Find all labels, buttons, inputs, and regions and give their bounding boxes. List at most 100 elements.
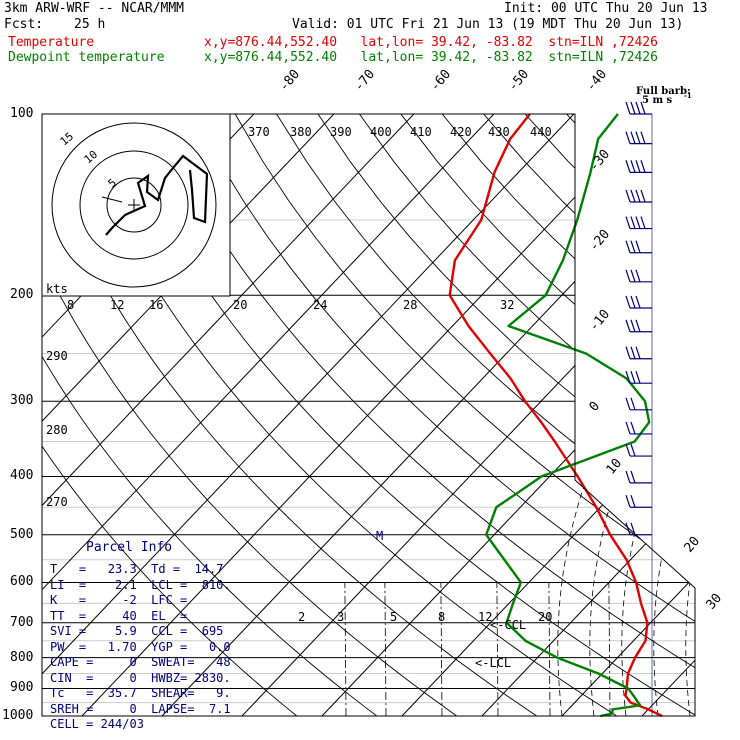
- isotherm-label: -40: [584, 67, 611, 95]
- dry-adiabat-line: [400, 114, 695, 716]
- wind-barb-flag: [630, 470, 636, 484]
- wind-barb-flag: [625, 295, 631, 309]
- wind-barb-flag: [625, 189, 631, 203]
- wind-barb-flag: [635, 160, 641, 173]
- wind-barb-flag: [635, 189, 641, 203]
- theta-label: 280: [46, 423, 68, 437]
- dry-adiabat-line: [42, 114, 378, 716]
- parcel-info-row: SVI = 5.9 CCL = 695: [50, 624, 224, 638]
- pressure-tick-label: 100: [10, 106, 34, 121]
- wind-barb-flag: [625, 216, 631, 229]
- theta-label: 440: [530, 125, 552, 139]
- theta-label: 270: [46, 495, 68, 509]
- isotherm-label: -20: [587, 227, 614, 255]
- pressure-tick-label: 600: [10, 574, 34, 590]
- isotherm-line: [42, 114, 415, 716]
- theta-label: 430: [488, 125, 510, 139]
- pressure-tick-label: 300: [10, 393, 34, 409]
- isotherm-line: [561, 114, 695, 716]
- mixing-ratio-label: 3: [337, 610, 344, 624]
- wind-barb-flag: [625, 319, 631, 332]
- forecast-hours: 25 h: [74, 17, 106, 32]
- wind-barb-flag: [630, 421, 636, 435]
- wind-barb-flag: [630, 346, 636, 359]
- mixing-ratio-label: 8: [438, 610, 445, 624]
- wind-barb-flag: [625, 397, 631, 410]
- wind-barb-flag: [640, 189, 646, 203]
- parcel-info-row: K = -2 LFC =: [50, 593, 188, 607]
- isotherm-line: [321, 114, 695, 716]
- wind-barb-flag: [625, 101, 631, 115]
- mixing-ratio-line: [608, 582, 611, 716]
- wind-barb-flag: [625, 470, 631, 484]
- hodograph-scale-label: 12: [110, 298, 124, 312]
- dewpoint-legend: Dewpoint temperature: [8, 50, 165, 65]
- mixing-ratio-label: 12: [478, 610, 492, 624]
- parcel-info-row: PW = 1.70 YGP = 0.0: [50, 639, 231, 654]
- wind-barb-flag: [630, 370, 636, 384]
- valid-time: Valid: 01 UTC Fri 21 Jun 13 (19 MDT Thu …: [292, 17, 684, 32]
- wind-barb-flag: [630, 319, 636, 332]
- wind-barb-flag: [635, 240, 641, 253]
- hodograph-scale-label: 16: [149, 298, 163, 312]
- isotherm-label: -60: [428, 67, 455, 95]
- dry-adiabat-line: [359, 114, 695, 716]
- isotherm-line: [42, 114, 495, 716]
- model-title: 3km ARW-WRF -- NCAR/MMM: [4, 1, 185, 16]
- isotherm-line: [641, 114, 695, 716]
- parcel-info-row: CELL = 244/03: [50, 717, 144, 731]
- wind-barb-flag: [635, 131, 641, 144]
- wind-barb-flag: [640, 160, 646, 173]
- hodograph-ring: [79, 150, 189, 260]
- wind-barb-flag: [635, 370, 641, 384]
- parcel-info-title: Parcel Info: [86, 540, 173, 555]
- moist-adiabat-line: [685, 294, 695, 716]
- wind-barb-flag: [625, 346, 631, 359]
- wind-barb-flag: [625, 522, 631, 535]
- isotherm-label: -10: [587, 307, 614, 335]
- isotherm-label: 20: [682, 534, 704, 556]
- wind-barb-flag: [625, 443, 631, 457]
- dry-adiabat-line: [42, 114, 538, 716]
- forecast-label: Fcst:: [4, 17, 44, 32]
- isotherm-label: 10: [604, 456, 626, 478]
- wind-barb-flag: [635, 319, 641, 332]
- parcel-info-row: TT = 40 EL =: [50, 608, 188, 623]
- wind-legend-label: Full barb:: [636, 86, 691, 97]
- theta-label: 290: [46, 349, 68, 363]
- temperature-location: x,y=876.44,552.40 lat,lon= 39.42, -83.82…: [204, 35, 658, 50]
- wind-barb-flag: [625, 160, 631, 173]
- wind-barb-flag: [625, 370, 631, 384]
- dewpoint-location: x,y=876.44,552.40 lat,lon= 39.42, -83.82…: [204, 50, 658, 65]
- wind-barb-flag: [640, 216, 646, 229]
- dry-adiabat-line: [690, 114, 695, 716]
- wind-barb-flag: [630, 295, 636, 309]
- pressure-tick-label: 800: [10, 649, 34, 665]
- isotherm-label: -70: [352, 67, 379, 95]
- wind-barb-flag: [625, 269, 631, 282]
- parcel-info-row: T = 23.3 Td = 14.7: [50, 562, 224, 576]
- theta-label: 400: [370, 125, 392, 139]
- hodograph-trace: [105, 154, 209, 236]
- mixing-ratio-label: 2: [298, 610, 305, 624]
- wind-barb-flag: [625, 421, 631, 435]
- wind-barb-flag: [625, 495, 631, 508]
- wind-barb-flag: [630, 443, 636, 457]
- wind-barb-flag: [630, 101, 636, 115]
- pressure-tick-label: 500: [10, 526, 34, 542]
- dry-adiabat-line: [732, 114, 740, 716]
- mixing-ratio-line: [440, 582, 443, 716]
- wind-barb-flag: [630, 160, 636, 173]
- wind-barb-flag: [630, 397, 636, 410]
- mixing-ratio-label: 20: [538, 610, 552, 624]
- moist-adiabat-line: [653, 294, 695, 716]
- isotherm-line: [401, 114, 695, 716]
- wind-barb-flag: [625, 131, 631, 144]
- isotherm-label: 0: [587, 399, 604, 415]
- wind-barb-flag: [635, 101, 641, 115]
- ccl-label: <-CCL: [490, 618, 526, 632]
- isotherm-line: [241, 114, 695, 716]
- theta-label: 410: [410, 125, 432, 139]
- wind-barb-flag: [635, 346, 641, 359]
